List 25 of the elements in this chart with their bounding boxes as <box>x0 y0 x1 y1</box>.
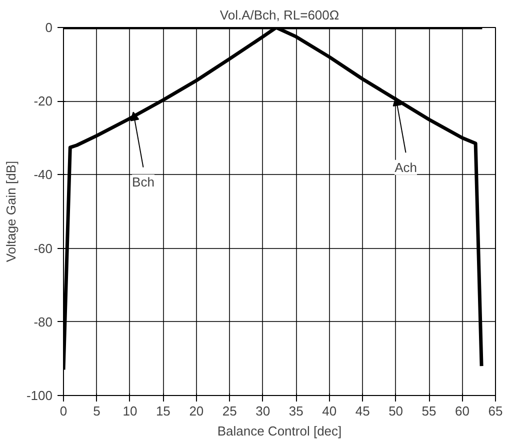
x-tick-label: 65 <box>488 404 503 418</box>
x-tick-label: 40 <box>322 404 337 418</box>
x-tick-label: 20 <box>189 404 204 418</box>
y-tick-label: -40 <box>34 167 53 182</box>
x-tick-label: 5 <box>93 404 100 418</box>
y-tick-label: -60 <box>34 240 53 256</box>
annotation: Bch <box>132 174 154 190</box>
x-axis-title: Balance Control [dec] <box>217 424 342 438</box>
chart-title: Vol.A/Bch, RL=600Ω <box>220 8 340 22</box>
x-tick-label: 55 <box>422 404 436 418</box>
x-tick-label: 25 <box>222 404 237 418</box>
y-tick-label: 0 <box>45 20 53 35</box>
y-tick-label: -100 <box>26 388 53 403</box>
x-tick-label: 30 <box>256 404 270 418</box>
x-tick-label: 50 <box>388 404 404 418</box>
y-tick-label: -80 <box>34 314 53 330</box>
annotation: Ach <box>394 160 417 175</box>
y-axis-title: Voltage Gain [dB] <box>3 160 18 262</box>
x-tick-label: 45 <box>355 404 370 418</box>
x-tick-label: 60 <box>455 404 470 418</box>
x-tick-label: 15 <box>156 404 170 418</box>
x-tick-label: 10 <box>122 404 138 418</box>
y-tick-label: -20 <box>34 94 53 109</box>
x-tick-label: 0 <box>60 404 68 418</box>
x-tick-label: 35 <box>288 404 304 418</box>
